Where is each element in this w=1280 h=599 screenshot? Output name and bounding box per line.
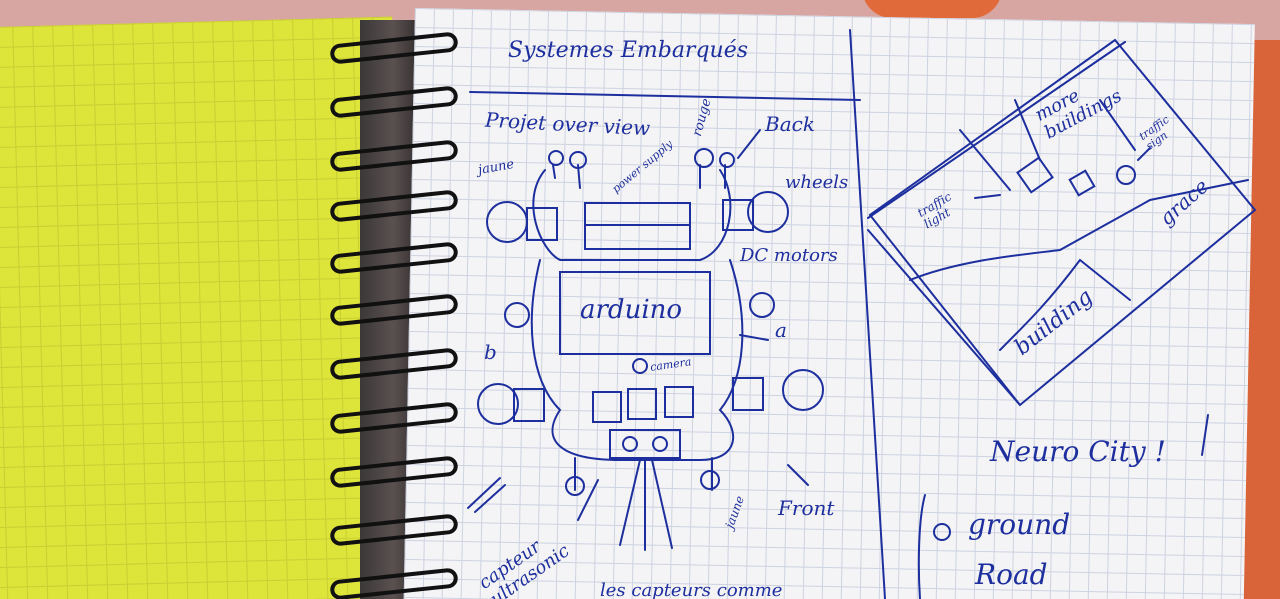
chassis-body: [530, 259, 744, 461]
label-b: b: [484, 340, 497, 364]
camera-mark: [632, 358, 648, 374]
bottom-text-line: les capteurs comme: [600, 580, 783, 599]
label-wheels: wheels: [785, 172, 849, 193]
front-arrow: [787, 464, 809, 486]
traffic-light-arrow: [974, 194, 1001, 199]
motor-front-left: [526, 207, 558, 241]
sensor-box-2: [627, 388, 657, 420]
wheel-rear-left: [477, 383, 519, 425]
map-road-2: [999, 258, 1131, 351]
orange-object: [862, 0, 1002, 18]
list-item-ground: ground: [968, 508, 1071, 541]
back-arrow: [737, 129, 761, 159]
bottom-led-right: [700, 470, 720, 490]
map-blocks: [959, 99, 1136, 191]
label-a: a: [775, 318, 787, 342]
map-road-1: [909, 179, 1249, 281]
wheel-rear-right: [782, 369, 824, 411]
a-arrow: [739, 334, 769, 341]
chassis-top: [532, 169, 732, 261]
ultrasonic-rays: [619, 459, 673, 551]
label-arduino: arduino: [580, 295, 683, 325]
capteur-arrow: [577, 479, 599, 521]
motor-rear-left: [513, 388, 545, 422]
ultrasonic-eye-right: [652, 436, 668, 452]
project-title: Neuro City !: [990, 435, 1166, 468]
led-4: [719, 152, 735, 168]
wheel-front-left: [486, 201, 528, 243]
wheel-mid-right: [749, 292, 775, 318]
page-title: Systemes Embarqués: [508, 38, 749, 63]
tree-mark: [1116, 165, 1136, 185]
bottom-led-left: [565, 476, 585, 496]
bullet-point: [933, 523, 951, 541]
arduino-box: [559, 271, 711, 355]
wheel-mid-left: [504, 302, 530, 328]
led-1: [548, 150, 564, 166]
margin-scribble: [467, 477, 506, 513]
sensor-box-1: [592, 391, 622, 423]
title-underline: [469, 91, 861, 101]
traffic-sign-box: [1068, 169, 1096, 197]
sensor-box-3: [664, 386, 694, 418]
wheel-front-right: [747, 191, 789, 233]
label-dc-motors: DC motors: [740, 245, 838, 266]
list-item-road: Road: [975, 558, 1048, 591]
exclaim-stroke: [1201, 414, 1209, 456]
traffic-sign-arrow: [1137, 147, 1151, 161]
list-bracket: [917, 494, 926, 599]
led-3: [694, 148, 714, 168]
map-edge: [867, 41, 1126, 406]
bottom-legs: [574, 457, 713, 491]
ultrasonic-box: [609, 429, 681, 459]
column-divider: [849, 29, 886, 599]
traffic-light-box: [1016, 156, 1054, 194]
led-legs: [552, 164, 726, 189]
label-front: Front: [778, 496, 835, 520]
motor-front-right: [722, 199, 754, 231]
led-2: [569, 151, 587, 169]
ultrasonic-eye-left: [622, 436, 638, 452]
motor-rear-right: [732, 377, 764, 411]
label-back: Back: [765, 112, 815, 136]
map-outline: [868, 38, 1257, 407]
